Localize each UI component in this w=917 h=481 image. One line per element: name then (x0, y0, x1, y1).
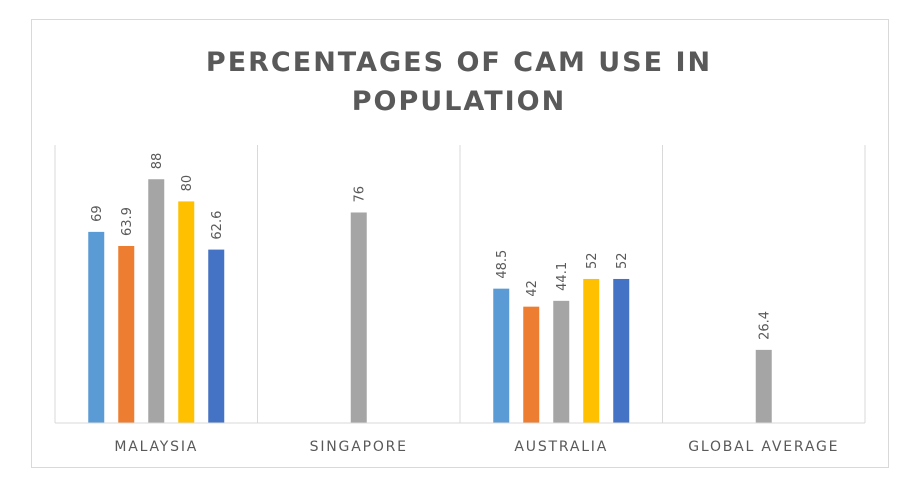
data-label: 80 (180, 175, 195, 192)
data-label: 42 (525, 280, 540, 297)
x-tick-label: AUSTRALIA (514, 439, 608, 455)
data-label: 48.5 (495, 250, 510, 279)
bar-australia-5 (613, 278, 630, 423)
bar-australia-3 (553, 300, 570, 423)
bar-malaysia-4 (178, 201, 195, 423)
data-label: 52 (615, 252, 630, 269)
bar-global-average-3 (755, 349, 772, 423)
x-tick-label: GLOBAL AVERAGE (688, 439, 839, 455)
data-label: 52 (585, 252, 600, 269)
data-label: 62.6 (210, 211, 225, 240)
chart-title-line-1: PERCENTAGES OF CAM USE IN (206, 47, 712, 78)
bar-malaysia-3 (148, 179, 165, 423)
data-label: 69 (90, 205, 105, 222)
bar-malaysia-5 (208, 249, 225, 423)
chart-title-line-2: POPULATION (352, 86, 566, 117)
data-label: 63.9 (120, 207, 135, 236)
bar-malaysia-1 (88, 231, 105, 423)
x-tick-label: SINGAPORE (310, 439, 408, 455)
bar-singapore-3 (350, 212, 367, 423)
bar-australia-1 (493, 288, 510, 423)
bar-malaysia-2 (118, 245, 135, 423)
category-dividers (54, 145, 866, 423)
bars-group (88, 179, 772, 423)
x-tick-label: MALAYSIA (114, 439, 198, 455)
data-label: 44.1 (555, 262, 570, 291)
x-axis: MALAYSIA SINGAPORE AUSTRALIA GLOBAL AVERAGE (55, 422, 865, 455)
data-label: 76 (353, 186, 368, 203)
data-label: 26.4 (758, 311, 773, 340)
bar-australia-4 (583, 278, 600, 423)
chart-area (31, 19, 889, 468)
data-label: 88 (150, 153, 165, 170)
data-labels-group: 69 63.9 88 80 62.6 76 48.5 42 44.1 52 52 26.4 (90, 153, 773, 340)
bar-australia-2 (523, 306, 540, 423)
